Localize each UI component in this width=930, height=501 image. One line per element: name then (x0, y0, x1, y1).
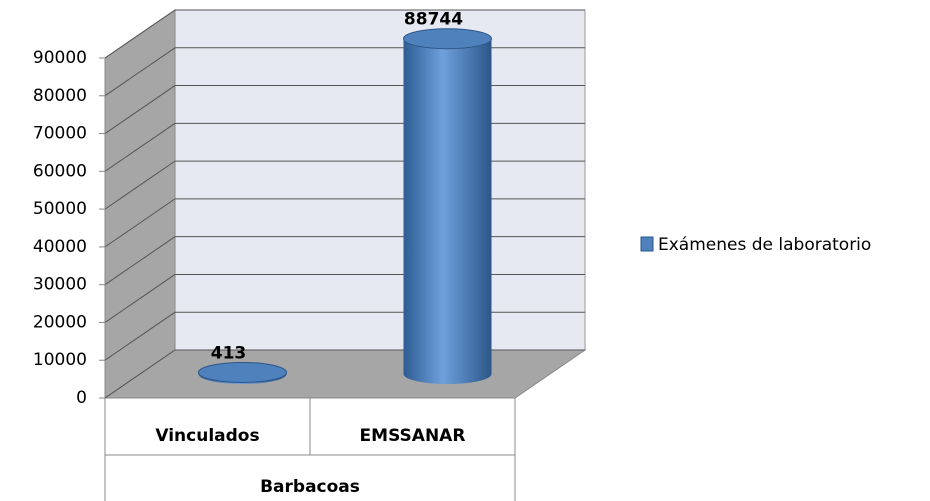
y-tick-label: 60000 (33, 161, 87, 181)
grid-line (104, 349, 176, 399)
y-tick-label: 40000 (33, 237, 87, 257)
x-tick-label: EMSSANAR (360, 426, 466, 446)
bar (403, 28, 492, 385)
bar-top (198, 361, 287, 383)
grid-line (104, 47, 176, 97)
grid-line (104, 85, 176, 134)
legend-swatch (640, 236, 654, 252)
grid-line (104, 311, 176, 361)
category-group-label: Barbacoas (260, 477, 360, 497)
grid-line (104, 236, 176, 286)
x-tick-label: Vinculados (155, 426, 259, 446)
grid-line (104, 274, 176, 323)
data-label: 88744 (404, 10, 463, 30)
grid-line (104, 9, 176, 59)
y-tick-label: 50000 (33, 199, 87, 219)
side-wall (104, 9, 176, 399)
back-wall (174, 9, 586, 351)
data-label: 413 (211, 343, 247, 363)
y-tick-label: 10000 (33, 350, 87, 370)
grid-line (104, 198, 176, 248)
y-tick-label: 70000 (33, 124, 87, 144)
y-tick-label: 90000 (33, 48, 87, 68)
bar-body (403, 38, 492, 385)
floor (103, 349, 587, 399)
y-tick-label: 80000 (33, 86, 87, 106)
bar (198, 361, 287, 384)
bar-top (403, 28, 492, 50)
y-tick-label: 30000 (33, 275, 87, 295)
grid-line (104, 160, 176, 210)
y-tick-label: 0 (76, 388, 87, 408)
plot-walls (103, 9, 587, 399)
y-tick-label: 20000 (33, 312, 87, 332)
legend-label: Exámenes de laboratorio (658, 235, 871, 255)
grid-line (104, 122, 176, 172)
